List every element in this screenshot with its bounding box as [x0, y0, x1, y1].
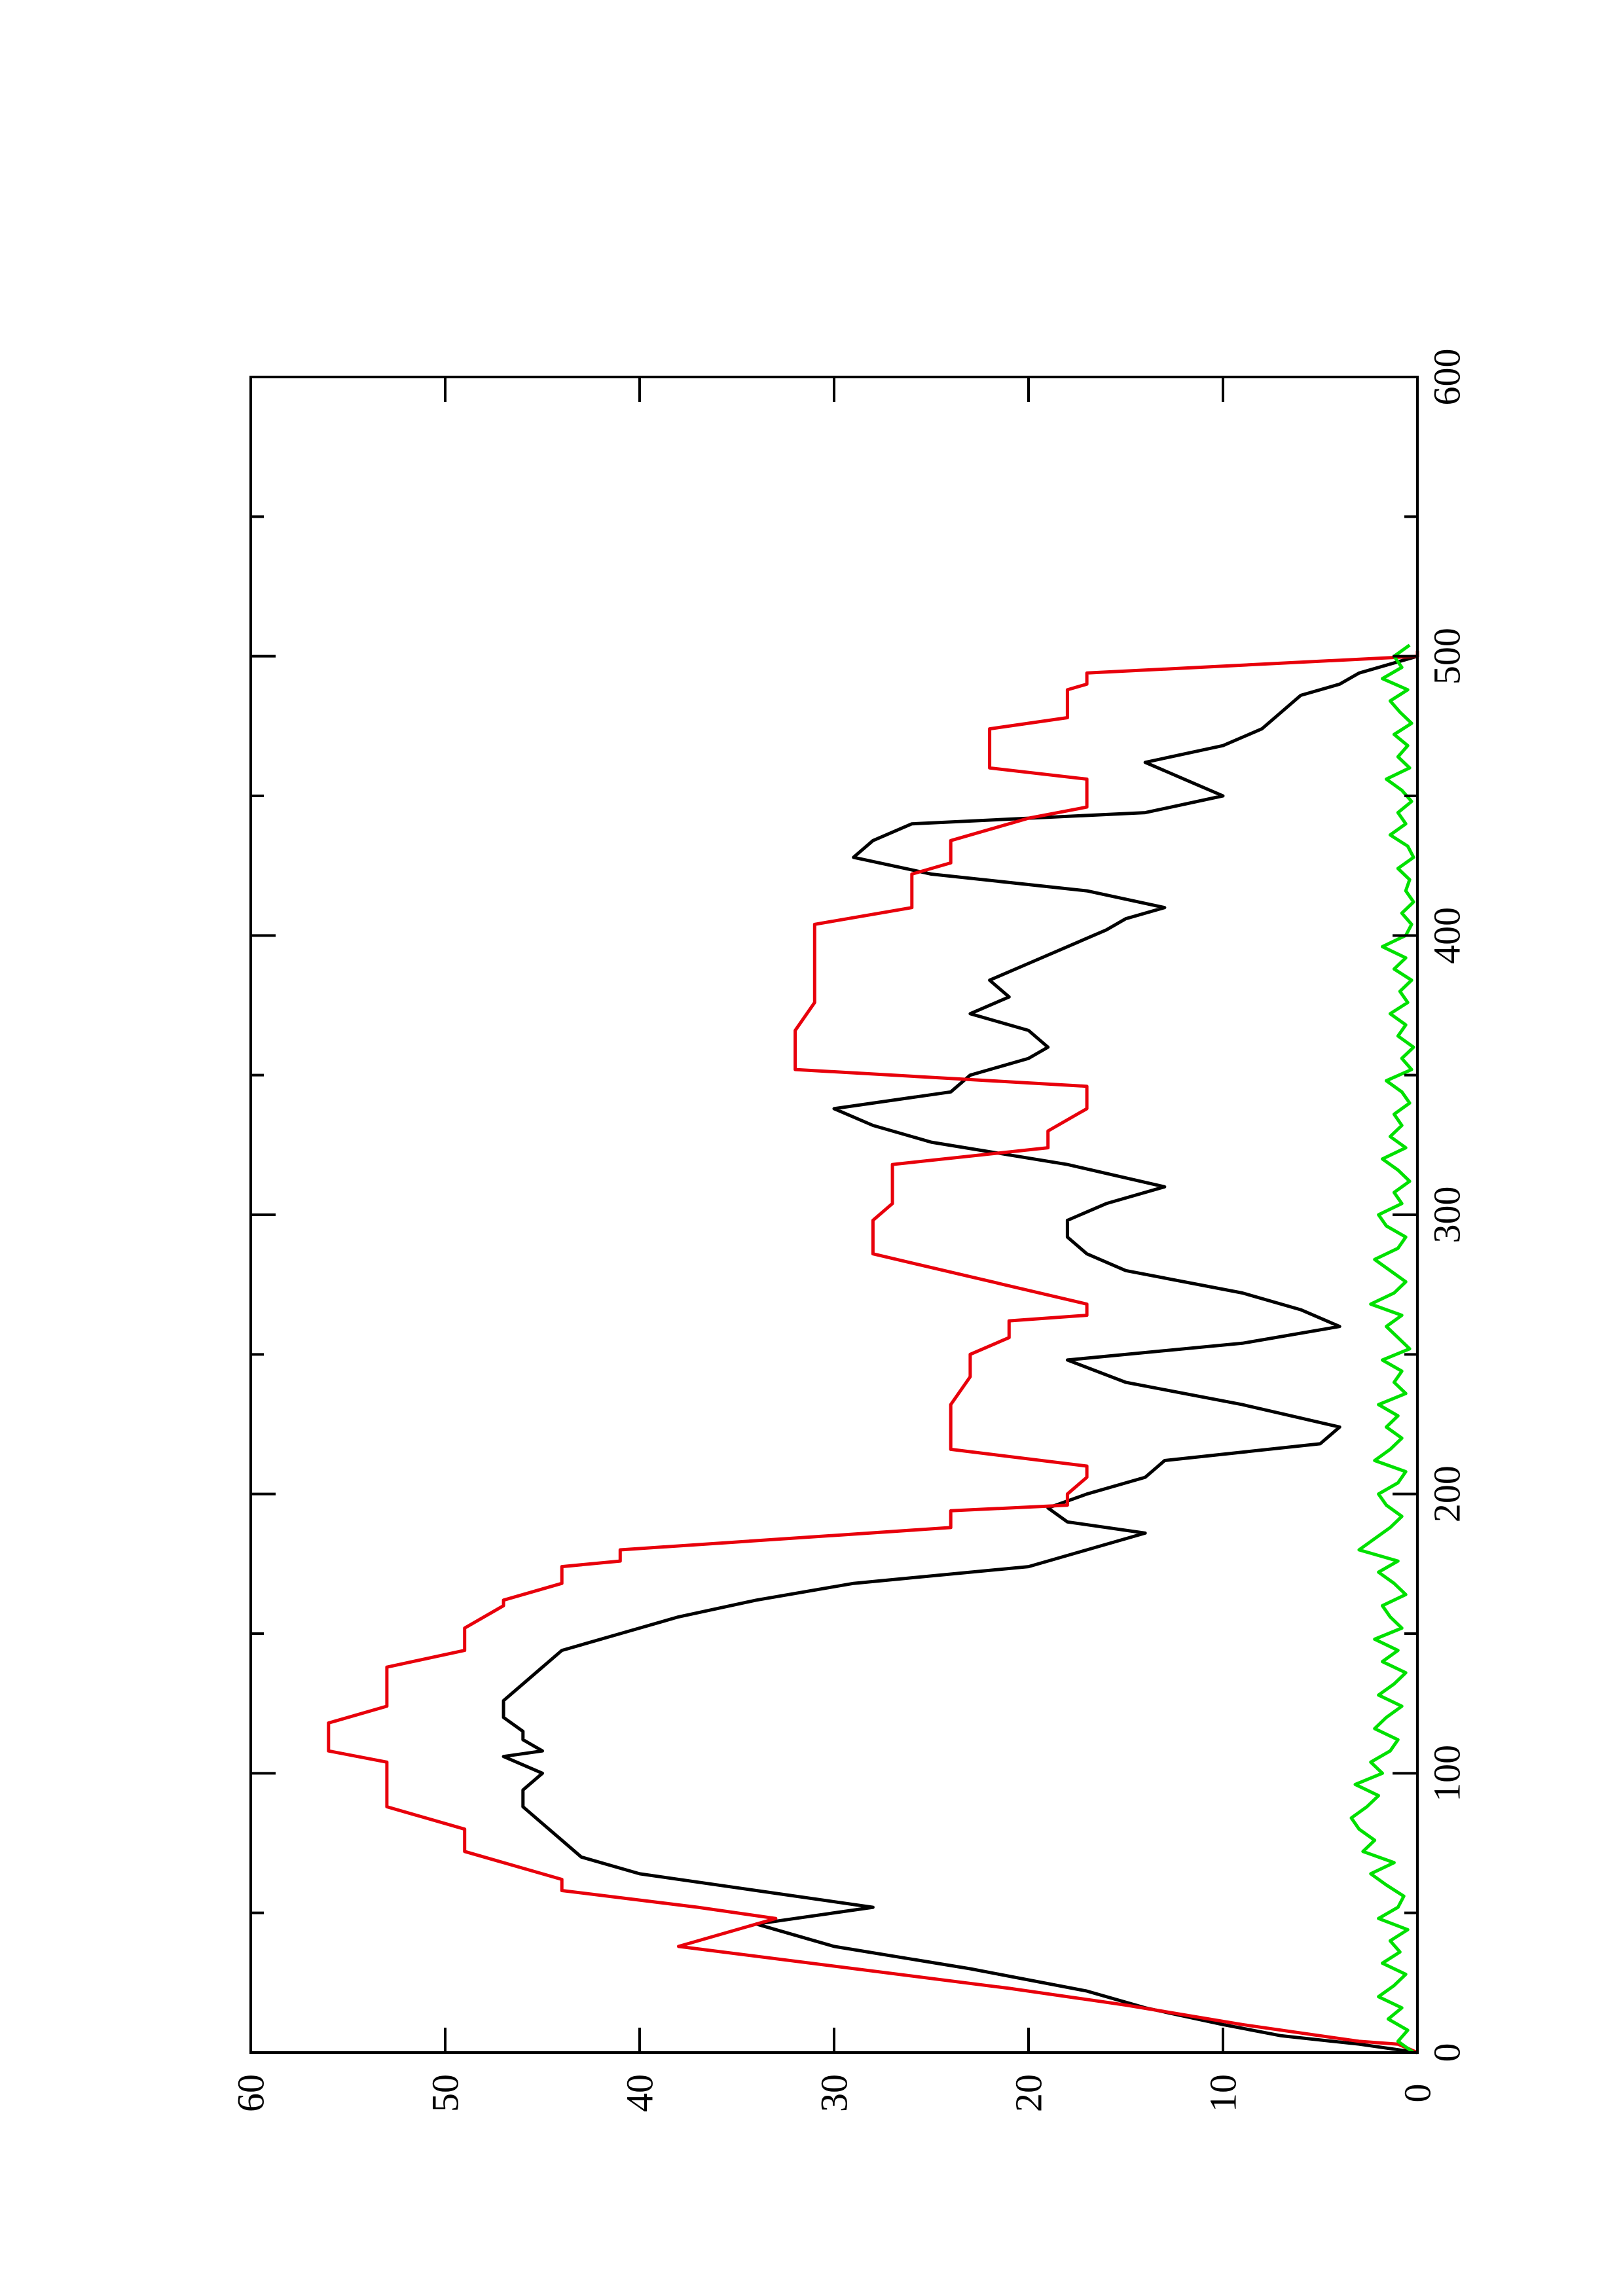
y-tick-label: 20	[1008, 2074, 1050, 2112]
x-tick-label: 100	[1426, 1745, 1468, 1802]
x-tick-label: 400	[1426, 907, 1468, 964]
x-tick-label: 200	[1426, 1465, 1468, 1522]
y-tick-label: 60	[230, 2074, 272, 2112]
y-tick-label: 10	[1202, 2074, 1245, 2112]
series-layer	[327, 643, 1419, 2054]
series-line-2	[327, 651, 1419, 2054]
tick-label-layer: 0 100 200 300 400 500 600 0 10 20 30 40 50 60	[230, 349, 1468, 2113]
y-tick-label: 50	[424, 2074, 467, 2112]
y-tick-label: 0	[1396, 2084, 1439, 2103]
x-tick-label: 300	[1426, 1187, 1468, 1244]
series-line-1	[501, 651, 1419, 2054]
x-tick-label: 0	[1426, 2043, 1468, 2062]
y-tick-label: 30	[813, 2074, 856, 2112]
x-tick-label: 500	[1426, 628, 1468, 685]
x-tick-label: 600	[1426, 349, 1468, 406]
plot-frame	[249, 376, 1419, 2054]
series-line-3	[1349, 643, 1415, 2054]
tick-layer	[251, 377, 1417, 2053]
y-tick-label: 40	[619, 2074, 661, 2112]
